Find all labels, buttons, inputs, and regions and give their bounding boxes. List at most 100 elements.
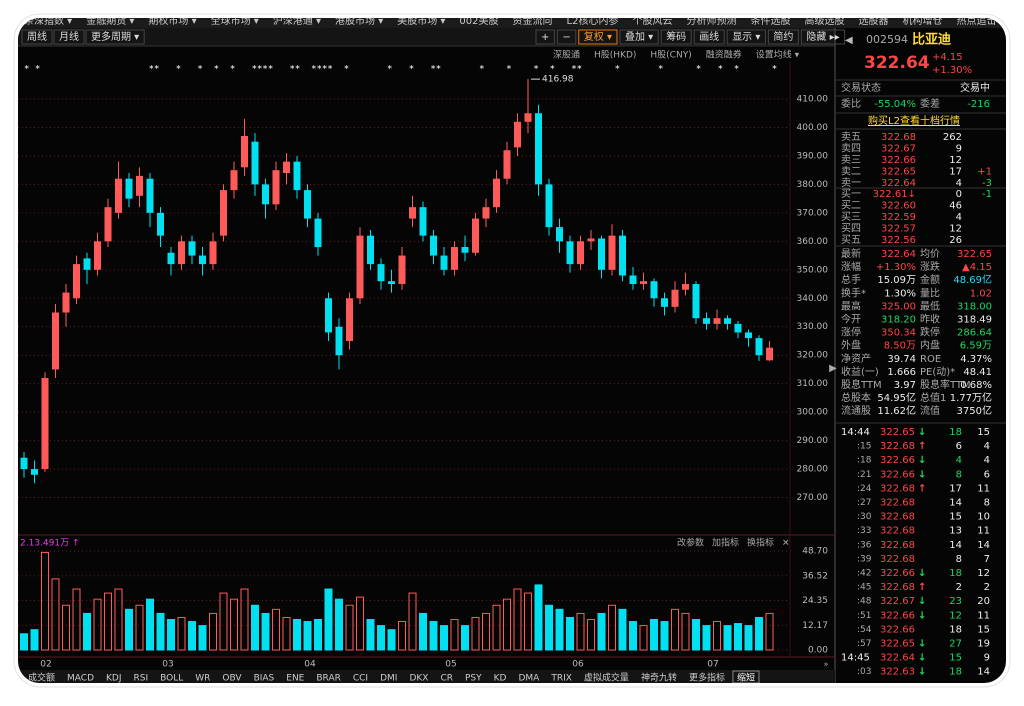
x-tick-label: 05 [445, 660, 456, 670]
indicator-tab[interactable]: WR [195, 674, 210, 684]
menu-item[interactable]: 002美股 [459, 14, 498, 27]
tick-time: :45 [857, 583, 871, 593]
volume-bar [62, 604, 70, 651]
chart-tab[interactable]: 融资融券 [706, 49, 742, 61]
indicator-tab[interactable]: 缩短 [737, 672, 755, 684]
toolbar-button[interactable]: 周线 [27, 30, 47, 43]
menu-item[interactable]: 美股市场 ▾ [397, 14, 445, 27]
tick-price: 322.68 [880, 498, 915, 509]
scroll-button[interactable]: » [824, 660, 829, 669]
indicator-tab[interactable]: TRIX [550, 674, 572, 684]
stat-label: 净资产 [841, 352, 871, 365]
toolbar-button[interactable]: 隐藏 ▸▸ [806, 31, 839, 43]
tick-volume: 8 [956, 554, 962, 565]
tick-count: 14 [977, 667, 990, 678]
toolbar-button[interactable]: 更多周期 ▾ [91, 30, 139, 43]
nav-arrow[interactable]: ◀ [845, 35, 853, 46]
button-border [660, 29, 692, 45]
label: 委差 [920, 97, 940, 110]
menu-item[interactable]: L2核心内参 [567, 14, 619, 27]
indicator-tab[interactable]: 神奇九转 [641, 672, 677, 684]
volume-tool[interactable]: 换指标 [747, 537, 774, 549]
order-price: 322.67 [881, 144, 916, 155]
candle-body [199, 255, 206, 265]
volume-bar [167, 619, 175, 651]
indicator-tab[interactable]: DMI [380, 674, 397, 684]
indicator-tab[interactable]: CR [440, 674, 453, 684]
tick-count: 20 [977, 596, 990, 607]
stat-value: 11.62亿 [877, 404, 916, 417]
indicator-tab[interactable]: BRAR [316, 674, 340, 684]
toolbar-button[interactable]: − [562, 32, 570, 43]
indicator-tab[interactable]: 更多指标 [689, 672, 725, 684]
y-tick-label: 0.00 [808, 646, 828, 656]
indicator-tab[interactable]: RSI [134, 674, 149, 684]
menu-item[interactable]: 条件选股 [750, 14, 790, 27]
menu-item[interactable]: 期权市场 ▾ [148, 14, 196, 27]
order-price: 322.56 [881, 235, 916, 246]
candle-body [209, 241, 217, 265]
menu-item[interactable]: 高景气性 [1010, 14, 1024, 27]
chart-tab[interactable]: H股(HKD) [594, 50, 636, 61]
menu-item[interactable]: 高级选股 [804, 14, 844, 27]
y-tick-label: 390.00 [797, 151, 829, 161]
stat-label: 总值1 [920, 391, 946, 404]
menu-item[interactable]: 沪深港通 ▾ [273, 14, 321, 27]
toolbar-button[interactable]: 显示 ▾ [732, 31, 760, 43]
volume-bar [72, 588, 81, 651]
volume-bar [41, 551, 49, 651]
menu-item[interactable]: 金融期货 ▾ [86, 14, 134, 27]
toolbar-button[interactable]: 画线 [699, 30, 719, 43]
toolbar-button[interactable]: + [541, 32, 549, 43]
menu-item[interactable]: 港股市场 ▾ [335, 14, 383, 27]
indicator-tab[interactable]: KD [494, 674, 507, 684]
volume-tool[interactable]: 加指标 [712, 537, 739, 549]
l2-link[interactable]: 购买L2查看十档行情 [868, 114, 960, 127]
indicator-tab[interactable]: 成交额 [28, 672, 55, 684]
stat-label: 昨收 [920, 313, 940, 326]
order-change: -3 [982, 178, 992, 189]
tick-price: 322.66 [880, 469, 915, 480]
menu-item[interactable]: 个股风云 [632, 15, 672, 27]
volume-tool[interactable]: 改参数 [677, 537, 704, 549]
toolbar-button[interactable]: 复权 ▾ [584, 30, 612, 43]
order-label: 卖三 [841, 154, 861, 166]
indicator-tab[interactable]: ENE [286, 674, 304, 684]
indicator-tab[interactable]: PSY [465, 674, 482, 684]
toolbar-button[interactable]: 筹码 [666, 30, 686, 43]
menu-item[interactable]: 选股器 [858, 14, 888, 27]
indicator-tab[interactable]: DMA [518, 674, 540, 684]
indicator-tab[interactable]: DKX [409, 674, 428, 684]
tick-volume: 17 [949, 483, 962, 494]
toolbar-button[interactable]: 月线 [59, 30, 79, 43]
menu-item[interactable]: 分析师预测 [686, 14, 736, 27]
toolbar-button[interactable]: 叠加 ▾ [625, 31, 653, 43]
indicator-tab[interactable]: BIAS [254, 674, 275, 684]
order-label: 买四 [841, 223, 861, 235]
volume-tool[interactable]: ✕ [782, 539, 790, 549]
menu-item[interactable]: 全球市场 ▾ [211, 14, 259, 27]
tick-price: 322.68 [880, 540, 915, 551]
menu-item[interactable]: 机构增仓 [902, 14, 942, 27]
indicator-tab[interactable]: MACD [67, 674, 94, 684]
volume-bar [387, 629, 396, 651]
chart-tab[interactable]: H股(CNY) [650, 50, 691, 61]
indicator-tab[interactable]: BOLL [160, 674, 183, 684]
indicator-tab[interactable]: 虚拟成交量 [584, 672, 629, 684]
collapse-handle[interactable]: ▶ [829, 363, 837, 374]
tick-direction: ↓ [918, 455, 926, 466]
indicator-tab[interactable]: OBV [222, 674, 242, 684]
tick-volume: 18 [949, 568, 962, 579]
menu-item[interactable]: 条深指数 ▾ [24, 14, 72, 27]
menu-item[interactable]: 热点追击 [956, 14, 996, 27]
indicator-tab[interactable]: CCI [353, 674, 368, 684]
chart-tab[interactable]: 深股通 [553, 50, 580, 61]
volume-bar [377, 625, 385, 651]
button-border [800, 29, 846, 45]
menu-item[interactable]: 资金流向 [513, 14, 553, 27]
volume-bar [240, 588, 249, 651]
toolbar-button[interactable]: 简约 [773, 30, 793, 43]
chart-tab[interactable]: 设置均线 ▾ [756, 49, 800, 61]
tick-time: :57 [857, 639, 871, 649]
indicator-tab[interactable]: KDJ [106, 674, 122, 684]
